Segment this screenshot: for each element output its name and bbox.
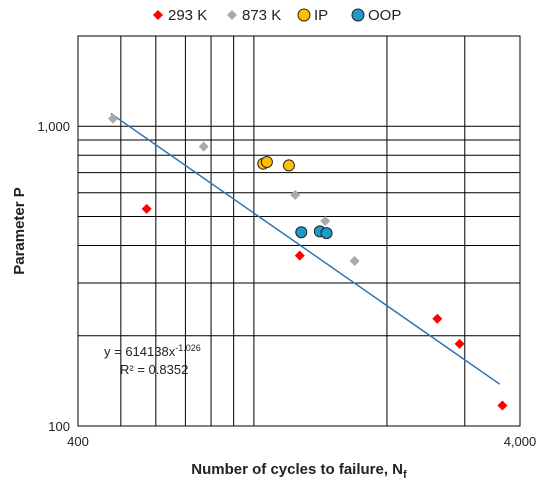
trendline-equation-base: y = 614138x: [104, 344, 176, 359]
data-point-873-k: [290, 189, 301, 200]
x-axis-title-subscript: f: [403, 469, 407, 481]
x-tick-label: 4,000: [504, 434, 537, 449]
trendline-equation: y = 614138x-1.026: [104, 343, 201, 359]
legend-label-oop: OOP: [368, 7, 401, 24]
y-tick-label: 100: [48, 419, 70, 434]
trendline-r-squared: R² = 0.8352: [120, 362, 188, 377]
legend-marker-293-k: [153, 10, 163, 20]
data-point-873-k: [198, 141, 209, 152]
series-873-k: [107, 113, 360, 267]
tick-labels: 400 4,000 100 1,000: [37, 119, 536, 449]
data-point-293-k: [454, 338, 465, 349]
trendline-layer: [110, 113, 501, 385]
legend-marker-ip: [297, 8, 311, 22]
legend-marker-873-k: [227, 10, 237, 20]
trendline-equation-exponent: -1.026: [175, 343, 201, 353]
data-point-ip: [282, 159, 295, 172]
data-point-ip: [260, 155, 273, 168]
grid-lines: [78, 36, 520, 426]
legend-label-ip: IP: [314, 7, 328, 24]
x-tick-label: 400: [67, 434, 89, 449]
data-point-873-k: [107, 113, 118, 124]
data-point-oop: [295, 226, 308, 239]
data-point-873-k: [320, 215, 331, 226]
data-point-293-k: [432, 313, 443, 324]
x-axis-title-main: Number of cycles to failure, N: [191, 461, 403, 478]
data-point-293-k: [294, 250, 305, 261]
series-ip: [257, 155, 295, 172]
x-axis-title: Number of cycles to failure, Nf: [191, 461, 407, 481]
data-point-293-k: [141, 203, 152, 214]
legend-label-873-k: 873 K: [242, 7, 281, 24]
plot-area-border: [77, 35, 521, 427]
data-point-oop: [320, 227, 333, 240]
y-tick-label: 1,000: [37, 119, 70, 134]
legend-label-293-k: 293 K: [168, 7, 207, 24]
data-points: [107, 113, 508, 411]
data-point-873-k: [349, 256, 360, 267]
trendline: [110, 113, 501, 385]
y-axis-title: Parameter P: [11, 187, 28, 275]
legend-marker-oop: [351, 8, 365, 22]
legend: 293 K 873 K IP OOP: [153, 7, 401, 24]
series-oop: [295, 225, 333, 240]
series-293-k: [141, 203, 508, 411]
data-point-293-k: [497, 400, 508, 411]
